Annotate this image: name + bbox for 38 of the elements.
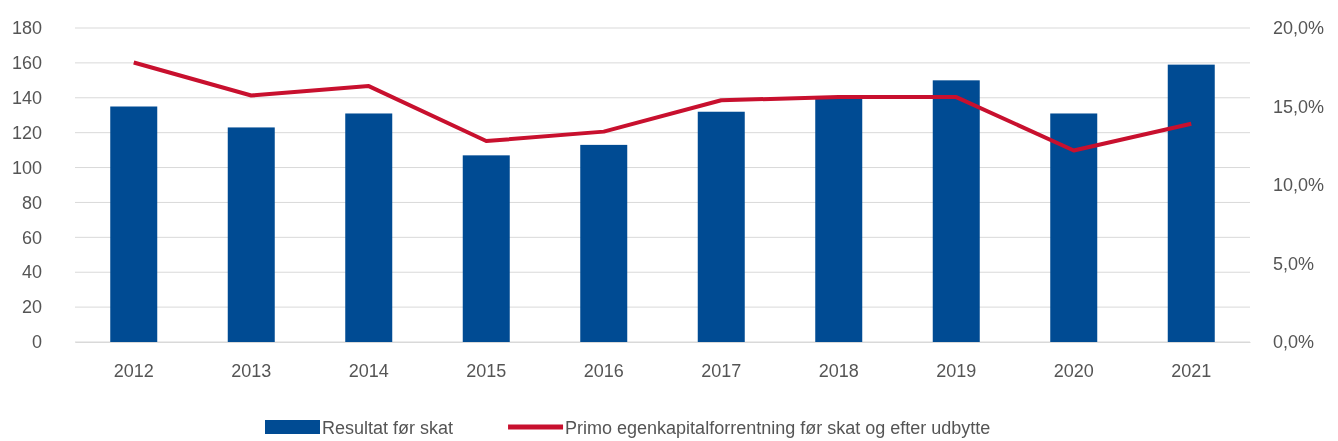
bar — [932, 80, 980, 342]
x-tick-label: 2013 — [231, 360, 272, 381]
y-tick-label: 0 — [31, 332, 42, 353]
x-tick-label: 2015 — [466, 360, 507, 381]
bar — [815, 97, 863, 342]
y-tick-label: 120 — [11, 122, 42, 143]
y2-tick-label: 10,0% — [1273, 175, 1325, 196]
legend-label: Resultat før skat — [322, 418, 454, 438]
bar — [697, 111, 745, 342]
y-tick-label: 140 — [11, 88, 42, 109]
y2-tick-label: 0,0% — [1273, 332, 1315, 353]
x-tick-label: 2018 — [818, 360, 859, 381]
bar — [345, 113, 393, 342]
y-tick-label: 40 — [21, 262, 42, 283]
y-tick-label: 160 — [11, 53, 42, 74]
x-tick-label: 2012 — [113, 360, 154, 381]
line-series — [131, 60, 1194, 153]
y-tick-label: 60 — [21, 227, 42, 248]
y-tick-label: 20 — [21, 297, 42, 318]
x-tick-label: 2016 — [583, 360, 624, 381]
y-tick-label: 100 — [11, 157, 42, 178]
x-tick-label: 2019 — [936, 360, 977, 381]
y2-tick-label: 15,0% — [1273, 96, 1325, 117]
bar — [1167, 64, 1215, 342]
x-tick-label: 2017 — [701, 360, 742, 381]
y2-tick-label: 5,0% — [1273, 253, 1315, 274]
y-tick-label: 80 — [21, 192, 42, 213]
x-tick-label: 2014 — [348, 360, 389, 381]
x-tick-label: 2020 — [1053, 360, 1094, 381]
bar — [227, 127, 275, 342]
bar — [110, 106, 158, 342]
bar — [462, 155, 510, 342]
bar — [1050, 113, 1098, 342]
x-tick-label: 2021 — [1171, 360, 1212, 381]
y2-tick-label: 20,0% — [1273, 18, 1325, 39]
y-tick-label: 180 — [11, 18, 42, 39]
bar — [580, 144, 628, 342]
legend-label: Primo egenkapitalforrentning før skat og efter udbytte — [565, 418, 991, 438]
